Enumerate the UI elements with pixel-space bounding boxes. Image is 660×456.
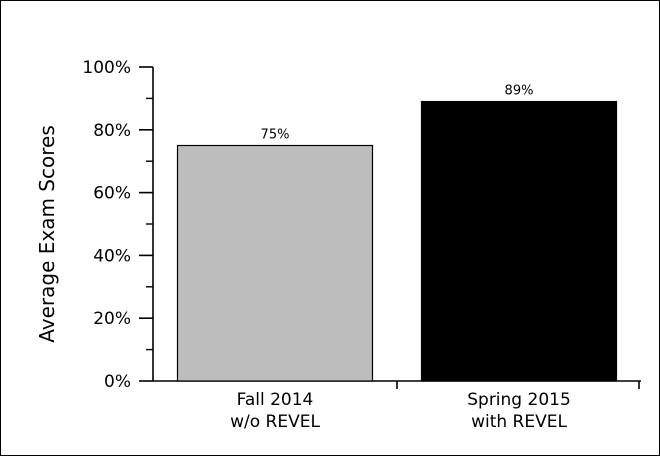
y-tick-label: 40% [93,246,131,266]
y-axis-title: Average Exam Scores [35,125,59,343]
y-tick-label: 100% [82,58,131,78]
bar-data-label: 89% [505,84,534,99]
y-tick-label: 0% [104,372,131,392]
bar-data-label: 75% [261,128,290,143]
y-tick-label: 60% [93,184,131,204]
x-category-label: with REVEL [471,412,567,432]
x-category-label: w/o REVEL [230,412,320,432]
bar [176,144,374,382]
bars-group [176,100,618,382]
bar [420,100,618,382]
y-axis-title-group: Average Exam Scores [35,125,59,343]
x-category-label: Fall 2014 [237,390,314,410]
y-tick-label: 80% [93,121,131,141]
x-category-label: Spring 2015 [467,390,571,410]
y-tick-label: 20% [93,309,131,329]
